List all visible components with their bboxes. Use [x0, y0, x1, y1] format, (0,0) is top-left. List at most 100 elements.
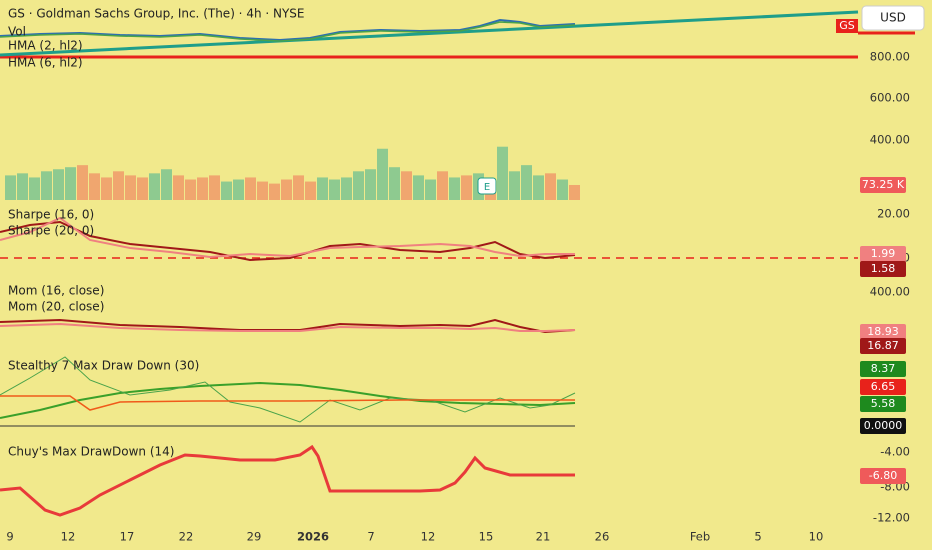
axis-label: -12.00: [873, 511, 910, 525]
x-axis-label: 9: [6, 530, 13, 544]
volume-bar: [197, 177, 208, 200]
volume-bar: [281, 179, 292, 200]
x-axis-label: 17: [120, 530, 135, 544]
value-badge-text: 18.93: [867, 325, 899, 338]
value-badge: [860, 468, 906, 484]
volume-bar: [413, 175, 424, 200]
event-marker[interactable]: [477, 177, 497, 195]
indicator-label: Chuy's Max DrawDown (14): [8, 445, 174, 459]
volume-bar: [125, 175, 136, 200]
volume-bar: [329, 179, 340, 200]
value-badge-text: -6.80: [869, 469, 897, 482]
volume-bar: [233, 179, 244, 200]
value-badge-text: 73.25 K: [862, 178, 905, 191]
volume-bar: [137, 177, 148, 200]
volume-bar: [41, 171, 52, 200]
volume-bar: [293, 175, 304, 200]
volume-bar: [89, 173, 100, 200]
axis-label: 0: [903, 251, 910, 265]
volume-bar: [449, 177, 460, 200]
axis-label: 600.00: [870, 91, 910, 105]
indicator-label: Mom (16, close): [8, 284, 104, 298]
x-axis-label: 10: [809, 530, 824, 544]
volume-bar: [521, 165, 532, 200]
x-axis-label: 2026: [297, 530, 329, 544]
volume-bar: [509, 171, 520, 200]
value-badge-text: 1.99: [871, 247, 896, 260]
value-badge: [860, 261, 906, 277]
volume-bar: [497, 146, 508, 200]
volume-bar: [425, 179, 436, 200]
volume-bar: [5, 175, 16, 200]
value-badge: [860, 246, 906, 262]
indicator-label: Stealthy 7 Max Draw Down (30): [8, 359, 199, 373]
volume-bar: [161, 169, 172, 200]
symbol-badge-text: GS: [839, 19, 855, 32]
value-badge: [860, 418, 906, 434]
volume-bar: [17, 173, 28, 200]
mom-line: [0, 318, 576, 334]
value-badge-text: 8.37: [871, 362, 896, 375]
mom-line: [0, 322, 576, 332]
x-axis-label: 12: [421, 530, 436, 544]
drawdown-line: [0, 356, 576, 423]
volume-bar: [77, 165, 88, 200]
volume-bar: [317, 177, 328, 200]
drawdown-line: [0, 395, 575, 411]
value-badge-text: 5.58: [871, 397, 896, 410]
volume-bar: [221, 181, 232, 200]
x-axis-label: 5: [754, 530, 761, 544]
indicator-label: Mom (20, close): [8, 300, 104, 314]
volume-bar: [173, 175, 184, 200]
volume-bar: [377, 148, 388, 200]
axis-label: 400.00: [870, 285, 910, 299]
event-label[interactable]: E: [484, 182, 490, 193]
x-axis-label: Feb: [690, 530, 710, 544]
x-axis-label: 12: [61, 530, 76, 544]
volume-bar: [305, 181, 316, 200]
indicator-label: Vol: [8, 25, 26, 39]
sharpe-line: [0, 216, 575, 259]
value-badge-text: 6.65: [871, 380, 896, 393]
value-badge: [860, 396, 906, 412]
value-badge: [860, 361, 906, 377]
volume-bar: [209, 175, 220, 200]
volume-bar: [461, 175, 472, 200]
value-badge: [860, 338, 906, 354]
x-axis-label: 29: [247, 530, 262, 544]
volume-bar: [353, 171, 364, 200]
chart-title: GS · Goldman Sachs Group, Inc. (The) · 4…: [8, 7, 305, 21]
volume-bar: [569, 184, 580, 200]
volume-bar: [437, 171, 448, 200]
volume-bar: [29, 177, 40, 200]
indicator-label: Sharpe (16, 0): [8, 208, 94, 222]
volume-bar: [365, 169, 376, 200]
volume-bar: [113, 171, 124, 200]
indicator-label: HMA (2, hl2): [8, 39, 83, 53]
indicator-label: HMA (6, hl2): [8, 56, 83, 70]
x-axis-label: 21: [536, 530, 551, 544]
volume-bar: [557, 179, 568, 200]
volume-bar: [533, 175, 544, 200]
volume-bar: [341, 177, 352, 200]
value-badge-text: 0.0000: [864, 419, 903, 432]
volume-bar: [245, 177, 256, 200]
currency-button[interactable]: [861, 5, 925, 31]
volume-bar: [53, 169, 64, 200]
volume-bar: [389, 167, 400, 200]
volume-bar: [545, 173, 556, 200]
volume-bar: [401, 171, 412, 200]
symbol-badge: [836, 19, 858, 33]
volume-bar: [149, 173, 160, 200]
volume-bar: [257, 181, 268, 200]
price-line: [0, 18, 576, 42]
volume-bar: [185, 179, 196, 200]
hma-line: [0, 21, 576, 42]
axis-label: 800.00: [870, 50, 910, 64]
currency[interactable]: USD: [880, 11, 906, 25]
axis-label: 20.00: [877, 207, 910, 221]
axis-label: 400.00: [870, 133, 910, 147]
value-badge: [860, 379, 906, 395]
